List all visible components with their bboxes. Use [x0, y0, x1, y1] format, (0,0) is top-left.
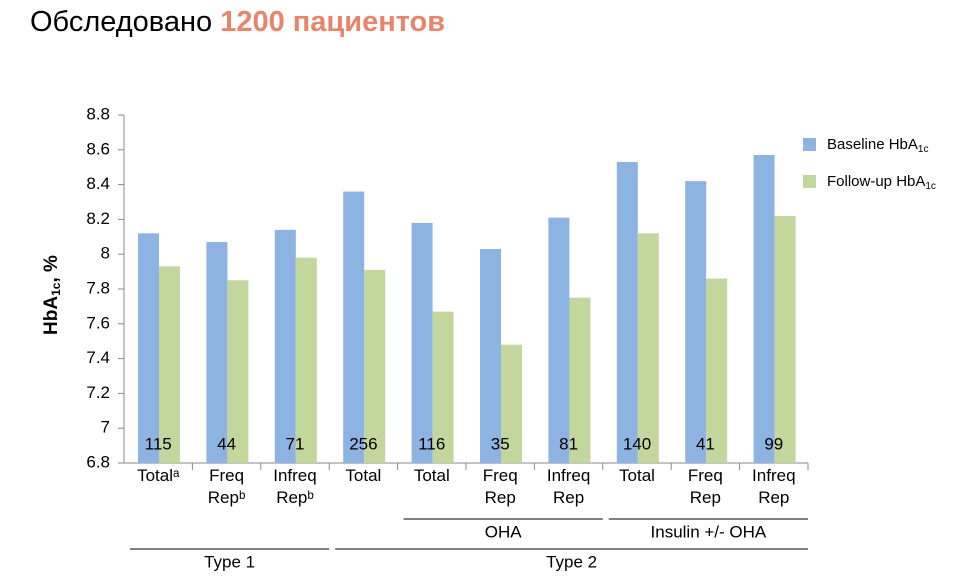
x-tick-label: Total: [619, 466, 655, 485]
bar: [343, 191, 365, 463]
bar: [480, 248, 501, 463]
y-tick-label: 7: [101, 418, 110, 437]
bar: [569, 297, 591, 463]
x-tick-label: Freq Rep: [482, 466, 518, 507]
y-tick-label: 8.8: [86, 104, 110, 123]
y-tick-label: 7.4: [86, 348, 110, 367]
y-tick-label: 8: [101, 244, 110, 263]
n-label: 116: [418, 434, 445, 453]
group-label: Type 2: [546, 552, 597, 571]
bar: [616, 161, 638, 464]
x-tick-label: Totalᵃ: [137, 466, 180, 485]
n-label: 81: [559, 434, 578, 453]
bar: [274, 229, 296, 463]
legend-name: Baseline HbA: [827, 136, 918, 153]
y-axis-label: HbA1c, %: [41, 255, 63, 335]
n-label: 140: [623, 434, 651, 453]
n-label: 256: [349, 434, 377, 453]
title-highlight: 1200 пациентов: [220, 6, 446, 38]
y-tick-label: 7.2: [86, 383, 110, 402]
n-label: 99: [764, 434, 783, 453]
bar: [159, 266, 180, 463]
bar: [411, 222, 433, 463]
x-tick-label: Infreq Rep: [546, 466, 591, 507]
legend-swatch: [803, 138, 816, 151]
x-tick-label: Infreq Rep: [752, 466, 796, 507]
x-tick-label: Freq Repᵇ: [207, 466, 246, 507]
legend-sub: 1c: [925, 181, 936, 192]
n-label: 44: [217, 434, 236, 453]
y-tick-label: 8.2: [86, 209, 110, 228]
bar: [227, 280, 249, 463]
y-tick-label: 8.6: [86, 139, 110, 158]
bar: [432, 311, 454, 463]
x-tick-label: Infreq Repᵇ: [273, 466, 317, 507]
n-label: 71: [286, 434, 305, 453]
y-label-sub: 1c: [49, 282, 63, 296]
bar: [206, 242, 228, 463]
bar: [364, 269, 386, 463]
y-tick-label: 8.4: [86, 174, 110, 193]
n-label: 41: [696, 434, 715, 453]
y-tick-label: 6.8: [86, 452, 110, 471]
bar: [548, 217, 570, 463]
bar: [706, 278, 728, 463]
group-label: OHA: [485, 522, 523, 541]
bar: [295, 257, 317, 463]
legend-name: Follow-up HbA: [827, 173, 925, 190]
bar: [138, 233, 159, 463]
title-text: Обследовано: [30, 6, 213, 38]
n-label: 35: [491, 434, 510, 453]
legend-label: Follow-up HbA1c: [827, 173, 936, 192]
legend-sub: 1c: [918, 144, 929, 155]
legend-label: Baseline HbA1c: [827, 136, 928, 155]
group-label: Insulin +/- OHA: [651, 522, 767, 541]
x-tick-label: Total: [413, 466, 450, 485]
y-label-main: HbA: [41, 296, 62, 335]
bar: [637, 233, 659, 463]
y-label-suffix: , %: [41, 255, 62, 283]
x-tick-label: Freq Rep: [687, 466, 723, 507]
page-title: Обследовано 1200 пациентов: [30, 6, 445, 39]
bar: [774, 215, 796, 463]
x-tick-label: Total: [345, 466, 382, 485]
bar: [685, 181, 707, 463]
y-tick-label: 7.6: [86, 313, 110, 332]
group-label: Type 1: [204, 552, 255, 571]
legend-swatch: [803, 175, 816, 188]
y-tick-label: 7.8: [86, 278, 110, 297]
bar: [501, 344, 522, 463]
bar: [753, 155, 775, 463]
n-label: 115: [145, 434, 172, 453]
